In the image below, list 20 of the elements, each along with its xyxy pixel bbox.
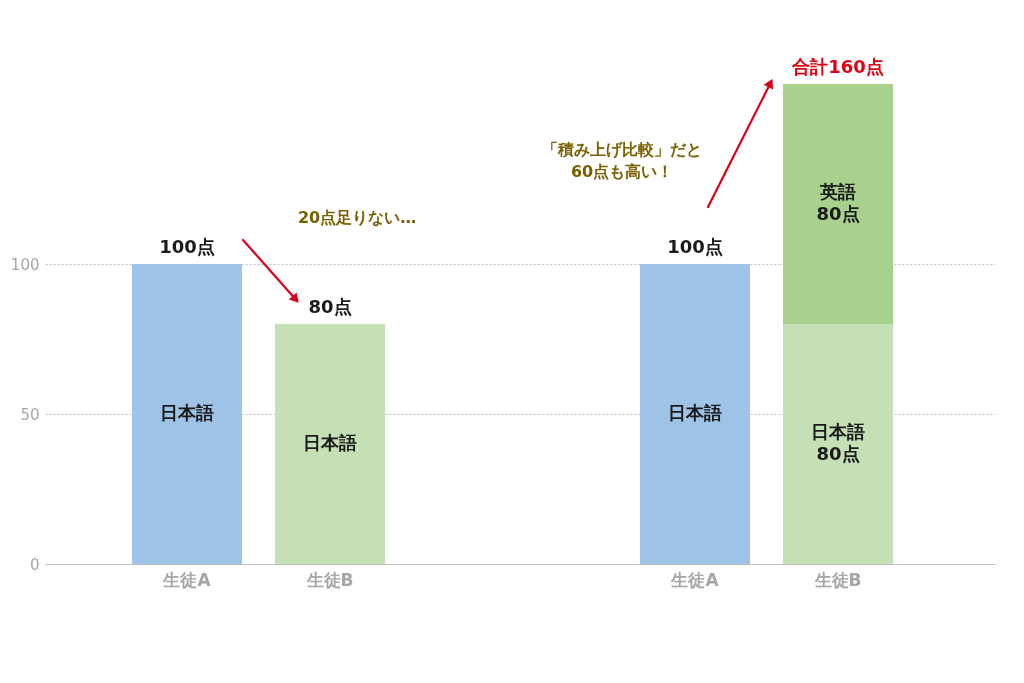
y-tick-label: 100	[10, 255, 40, 274]
text: 日本語	[811, 421, 866, 442]
series-label: 日本語	[667, 402, 722, 423]
x-tick-label: 生徒A	[670, 569, 720, 590]
total-label: 100点	[667, 236, 723, 257]
data-label: 100点	[159, 236, 215, 257]
y-tick-label: 0	[29, 555, 40, 574]
x-tick-label: 生徒B	[813, 569, 862, 590]
annotation: 合計160点	[791, 56, 884, 77]
series-label: 英語	[819, 181, 857, 202]
y-tick-label: 50	[20, 405, 40, 424]
x-tick-label: 生徒B	[305, 569, 354, 590]
data-label: 80点	[308, 296, 352, 317]
x-tick-label: 生徒A	[162, 569, 212, 590]
data-label: 80点	[816, 203, 860, 224]
text: 日本語	[303, 432, 358, 453]
text: 20点足りない…	[297, 208, 417, 227]
data-label: 80点	[816, 443, 860, 464]
annotation: 「積み上げ比較」だと 60点も高い！	[542, 140, 702, 181]
series-label: 日本語	[160, 402, 214, 423]
